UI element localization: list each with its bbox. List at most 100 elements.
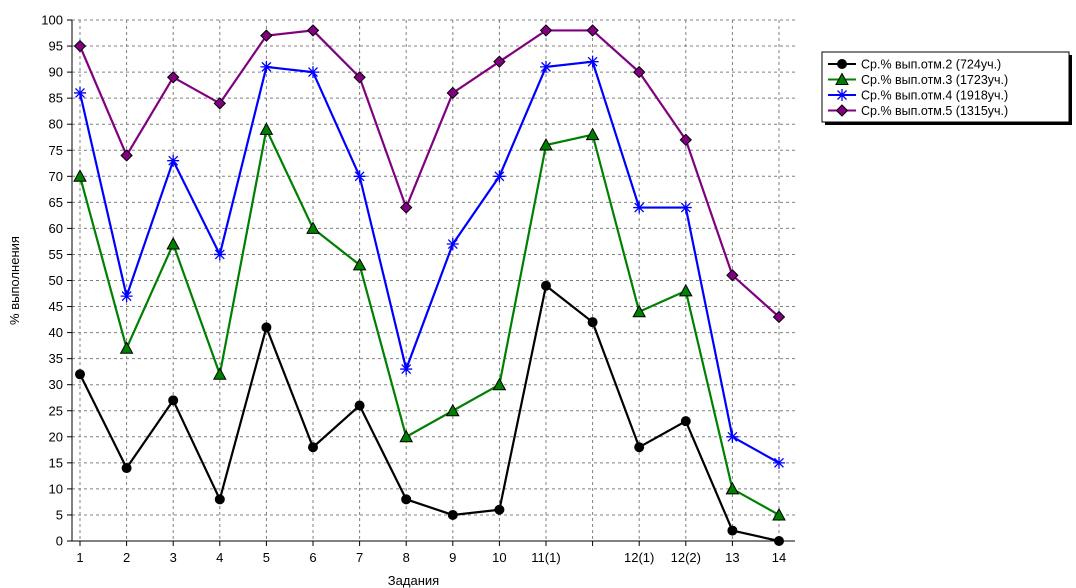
- x-tick-label: 8: [403, 550, 410, 565]
- y-tick-label: 35: [49, 351, 63, 366]
- data-point: [399, 201, 413, 214]
- x-axis-title: Задания: [388, 573, 439, 588]
- y-tick-label: 30: [49, 377, 63, 392]
- data-point: [167, 154, 180, 167]
- x-tick-label: 7: [356, 550, 363, 565]
- data-point: [586, 55, 599, 68]
- data-point: [260, 60, 273, 73]
- legend-label: Ср.% вып.отм.2 (724уч.): [861, 58, 1001, 72]
- data-point: [585, 127, 600, 141]
- y-tick-label: 80: [49, 117, 63, 132]
- legend: Ср.% вып.отм.2 (724уч.)Ср.% вып.отм.3 (1…: [821, 51, 1072, 125]
- data-point: [772, 310, 786, 324]
- data-point: [261, 322, 272, 333]
- data-point: [73, 39, 87, 53]
- data-point: [306, 24, 320, 37]
- legend-item: Ср.% вып.отм.4 (1918уч.): [828, 89, 1008, 103]
- y-tick-label: 50: [49, 273, 63, 288]
- data-point: [353, 170, 366, 183]
- legend-label: Ср.% вып.отм.3 (1723уч.): [861, 73, 1008, 87]
- data-point: [213, 97, 227, 110]
- y-tick-label: 65: [49, 195, 63, 210]
- data-point: [399, 429, 414, 443]
- data-point: [353, 71, 366, 84]
- legend-label: Ср.% вып.отм.4 (1918уч.): [861, 89, 1008, 103]
- data-point: [633, 201, 646, 214]
- x-tick-label: 14: [772, 550, 786, 565]
- data-point: [75, 369, 85, 380]
- x-tick-label: 12(2): [671, 550, 701, 565]
- data-point: [493, 170, 506, 183]
- data-point: [354, 400, 365, 411]
- y-axis-title: % выполнения: [7, 236, 22, 325]
- data-point: [168, 395, 179, 406]
- x-tick-label: 1: [76, 550, 83, 565]
- data-point: [308, 442, 318, 453]
- series-4: [73, 24, 786, 324]
- data-point: [774, 536, 784, 546]
- data-point: [493, 55, 506, 68]
- data-point: [679, 201, 692, 214]
- series-2: [73, 122, 786, 521]
- series-3: [74, 55, 785, 469]
- series-line: [78, 60, 780, 464]
- series: [73, 24, 786, 546]
- data-point: [214, 494, 225, 505]
- y-tick-label: 0: [56, 534, 63, 549]
- y-tick-labels: 0 5 10 15 20 25 30 35 40 45 50 55 60 65 70 75 80 85 90 95 10…: [41, 13, 63, 549]
- x-tick-label: 4: [216, 550, 223, 565]
- x-tick-label: 10: [492, 550, 506, 565]
- legend-item: Ср.% вып.отм.5 (1315уч.): [828, 104, 1008, 118]
- series-line: [78, 29, 780, 318]
- y-tick-label: 70: [49, 169, 63, 184]
- data-point: [632, 65, 646, 79]
- y-tick-label: 75: [49, 143, 63, 158]
- data-point: [586, 24, 599, 37]
- data-point: [725, 481, 740, 495]
- y-tick-label: 10: [49, 481, 63, 496]
- y-tick-label: 20: [49, 429, 63, 444]
- data-point: [539, 24, 553, 37]
- data-point: [166, 236, 181, 250]
- y-tick-label: 60: [49, 221, 63, 236]
- data-point: [680, 416, 691, 427]
- data-point: [447, 509, 458, 520]
- legend-label: Ср.% вып.отм.5 (1315уч.): [861, 104, 1008, 118]
- data-point: [772, 507, 786, 521]
- data-point: [212, 367, 227, 380]
- y-tick-label: 5: [56, 507, 63, 522]
- data-point: [306, 221, 320, 234]
- y-tick-label: 90: [49, 65, 63, 80]
- x-tick-label: 6: [309, 550, 316, 565]
- legend-item: Ср.% вып.отм.2 (724уч.): [828, 58, 1001, 72]
- data-point: [539, 137, 553, 151]
- data-point: [259, 122, 274, 135]
- x-tick-label: 9: [449, 550, 456, 565]
- y-tick-label: 95: [49, 39, 63, 54]
- x-tick-label: 2: [123, 550, 130, 565]
- legend-marker: [836, 89, 848, 101]
- data-point: [634, 442, 645, 453]
- x-tick-label: 5: [263, 550, 270, 565]
- data-point: [74, 86, 86, 99]
- series-line: [79, 283, 780, 543]
- x-tick-label: 11(1): [531, 550, 560, 565]
- data-point: [678, 283, 693, 297]
- data-point: [307, 66, 319, 79]
- data-point: [679, 133, 693, 147]
- data-point: [73, 169, 87, 182]
- data-point: [726, 269, 739, 282]
- y-tick-label: 15: [49, 455, 63, 470]
- data-point: [726, 430, 739, 443]
- data-point: [541, 280, 551, 291]
- y-tick-label: 40: [49, 325, 63, 340]
- x-tick-label: 13: [725, 550, 739, 565]
- grid: [72, 19, 795, 542]
- data-point: [446, 238, 459, 251]
- series-line: [78, 125, 780, 516]
- data-point: [445, 403, 460, 417]
- data-point: [260, 29, 273, 42]
- data-point: [120, 149, 133, 162]
- y-tick-label: 25: [49, 403, 63, 418]
